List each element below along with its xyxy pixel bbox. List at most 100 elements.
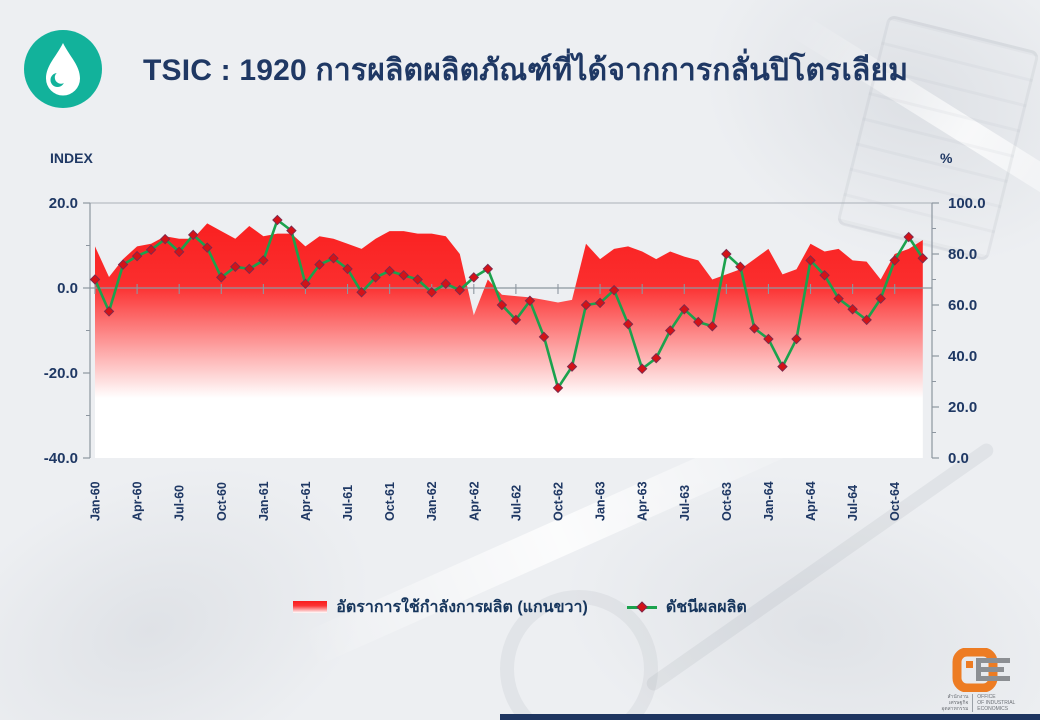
production-index-marker xyxy=(594,297,606,309)
production-index-marker xyxy=(664,325,676,336)
production-index-marker xyxy=(482,263,494,275)
production-index-marker xyxy=(173,246,185,258)
production-index-marker xyxy=(510,314,522,326)
production-index-marker xyxy=(454,284,466,296)
oie-thai-line2: เศรษฐกิจอุตสาหกรรม xyxy=(941,700,969,712)
production-index-marker xyxy=(272,214,283,226)
x-axis-label: Oct-60 xyxy=(215,482,229,521)
production-index-marker xyxy=(524,295,536,306)
production-index-marker xyxy=(468,272,480,283)
right-axis-tick-label: 60.0 xyxy=(948,297,977,314)
production-index-marker xyxy=(650,352,662,364)
x-axis-label: Jul-64 xyxy=(846,485,860,521)
production-index-marker xyxy=(244,263,255,275)
oie-logo: สำนักงาน เศรษฐกิจอุตสาหกรรม OFFICE OF IN… xyxy=(930,648,1035,714)
production-index-marker xyxy=(735,261,746,272)
oie-text-divider xyxy=(972,694,974,712)
production-index-marker xyxy=(707,321,718,332)
oie-en-line1: OFFICE xyxy=(977,694,996,700)
production-index-marker xyxy=(131,250,143,262)
production-index-marker xyxy=(749,323,760,334)
legend-area-label: อัตราการใช้กำลังการผลิต (แกนขวา) xyxy=(336,598,588,616)
production-index-marker xyxy=(861,314,872,326)
chart-legend: อัตราการใช้กำลังการผลิต (แกนขวา) ดัชนีผล… xyxy=(0,594,1040,620)
production-index-marker xyxy=(440,278,451,289)
production-index-marker xyxy=(89,274,101,285)
x-axis-label: Jan-62 xyxy=(425,481,439,521)
x-axis-label: Apr-62 xyxy=(467,481,481,521)
x-axis-label: Oct-61 xyxy=(383,482,397,521)
legend-area-swatch xyxy=(293,601,328,613)
x-axis-label: Jul-60 xyxy=(173,485,187,521)
x-axis-label: Jan-61 xyxy=(257,481,271,521)
oie-logo-text: สำนักงาน เศรษฐกิจอุตสาหกรรม OFFICE OF IN… xyxy=(930,694,1035,712)
production-index-marker xyxy=(875,293,886,304)
production-index-marker xyxy=(903,231,914,243)
oie-thai-line1: สำนักงาน xyxy=(947,694,969,700)
oie-en-line2: OF INDUSTRIAL ECONOMICS xyxy=(977,700,1016,712)
production-index-marker xyxy=(412,274,423,285)
commodity-logo xyxy=(23,29,103,109)
production-index-marker xyxy=(258,255,269,266)
production-index-marker xyxy=(608,284,620,296)
left-axis-title: INDEX xyxy=(50,150,93,166)
production-index-marker xyxy=(763,333,774,345)
left-axis-tick-label: -40.0 xyxy=(44,450,78,467)
production-index-marker xyxy=(117,259,129,270)
production-index-marker xyxy=(384,265,395,277)
production-index-marker xyxy=(847,304,858,315)
bottom-accent-bar xyxy=(500,714,1040,720)
right-axis-tick-label: 0.0 xyxy=(948,450,969,467)
production-index-marker xyxy=(580,299,592,311)
oie-english-name: OFFICE OF INDUSTRIAL ECONOMICS xyxy=(977,694,1035,712)
production-index-marker xyxy=(693,316,704,328)
left-axis-tick-label: 20.0 xyxy=(49,195,78,212)
production-index-marker xyxy=(819,270,830,281)
production-index-marker xyxy=(370,272,381,283)
production-index-marker xyxy=(342,263,353,275)
right-axis-title: % xyxy=(940,150,953,166)
production-index-marker xyxy=(917,253,929,264)
x-axis-label: Jul-61 xyxy=(341,485,355,521)
production-index-marker xyxy=(202,242,213,253)
production-index-marker xyxy=(791,333,802,345)
x-axis-label: Jan-60 xyxy=(89,481,103,521)
x-axis-label: Jan-63 xyxy=(594,481,608,521)
oie-thai-name: สำนักงาน เศรษฐกิจอุตสาหกรรม xyxy=(930,694,968,712)
production-index-marker xyxy=(538,331,550,343)
production-index-marker xyxy=(426,287,437,298)
x-axis-label: Jul-63 xyxy=(678,485,692,521)
diamond-marker-icon xyxy=(636,601,648,613)
production-index-marker xyxy=(805,255,816,266)
x-axis-label: Oct-63 xyxy=(720,482,734,521)
x-axis-label: Oct-62 xyxy=(551,482,565,521)
production-index-marker xyxy=(145,244,157,255)
x-axis-label: Apr-63 xyxy=(636,481,650,521)
production-index-marker xyxy=(721,248,732,260)
left-axis-tick-label: -20.0 xyxy=(44,365,78,382)
x-axis-label: Jan-64 xyxy=(762,481,776,521)
legend-line-swatch xyxy=(626,601,657,613)
production-index-marker xyxy=(566,361,578,372)
production-index-marker xyxy=(552,382,564,394)
production-index-marker xyxy=(286,225,297,236)
production-index-marker xyxy=(833,293,844,304)
production-index-marker xyxy=(216,272,227,283)
production-index-marker xyxy=(103,306,115,317)
x-axis-label: Jul-62 xyxy=(509,485,523,521)
production-index-marker xyxy=(679,304,690,315)
production-index-marker xyxy=(314,259,325,270)
production-index-marker xyxy=(230,261,241,272)
production-index-marker xyxy=(496,299,508,311)
x-axis-label: Apr-64 xyxy=(804,481,818,521)
production-index-marker xyxy=(636,363,648,374)
production-index-marker xyxy=(889,255,900,266)
right-axis-tick-label: 20.0 xyxy=(948,399,977,416)
legend-line-label: ดัชนีผลผลิต xyxy=(665,598,747,616)
x-axis-label: Apr-61 xyxy=(299,481,313,521)
production-index-marker xyxy=(328,253,339,264)
right-axis-tick-label: 100.0 xyxy=(948,195,986,212)
production-index-marker xyxy=(777,361,788,372)
